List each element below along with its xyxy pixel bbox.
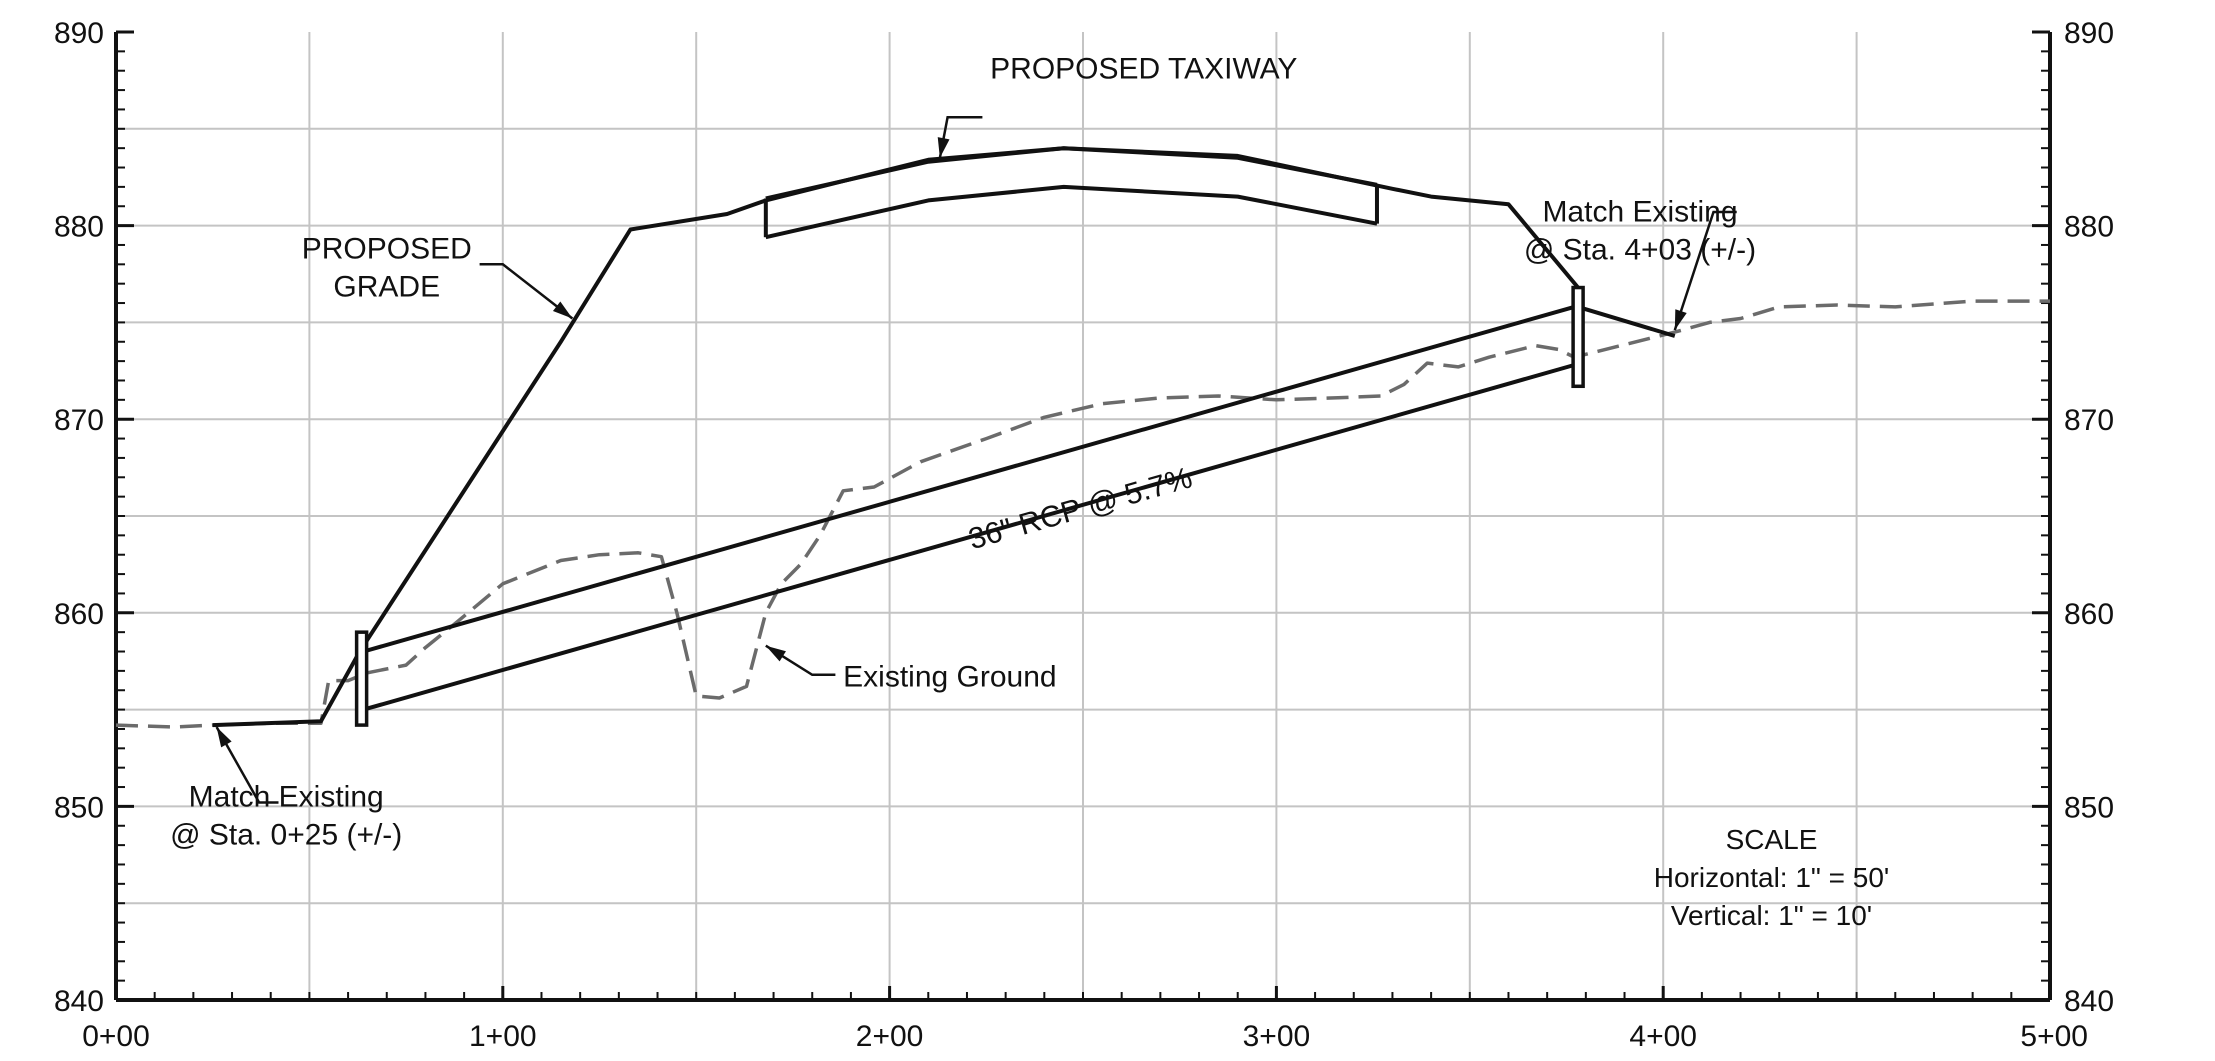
x-tick-label: 3+00 [1243, 1020, 1311, 1053]
annotation-match_right-leader [1673, 210, 1737, 331]
annotation-taxiway-text: PROPOSED TAXIWAY [990, 52, 1297, 85]
annotation-ground-arrowhead [765, 645, 786, 662]
annotation-match_left-leader [215, 726, 279, 804]
y-tick-label-right: 840 [2064, 985, 2114, 1018]
annotation-match_left-text: @ Sta. 0+25 (+/-) [170, 818, 402, 851]
x-tick-label: 2+00 [856, 1020, 924, 1053]
scale-note: SCALE Horizontal: 1" = 50' Vertical: 1" = … [1654, 824, 1890, 931]
series-pipe-invert [363, 363, 1575, 712]
headwall-right [1571, 285, 1585, 389]
scale-note-line: SCALE [1726, 824, 1818, 855]
y-tick-label-right: 880 [2064, 211, 2114, 244]
y-tick-label-left: 880 [54, 211, 104, 244]
headwall-left [354, 630, 369, 727]
annotation-match_left-text: Match Existing [189, 780, 384, 813]
scale-note-line: Vertical: 1" = 10' [1671, 900, 1872, 931]
y-tick-label-right: 890 [2064, 17, 2114, 50]
y-tick-label-left: 860 [54, 598, 104, 631]
y-tick-label-right: 870 [2064, 404, 2114, 437]
annotation-layer: PROPOSED TAXIWAY PROPOSED GRADE 36" RCP @ 5… [170, 52, 1756, 851]
x-tick-label: 4+00 [1629, 1020, 1697, 1053]
y-tick-label-left: 890 [54, 17, 104, 50]
annotation-match_right-text: @ Sta. 4+03 (+/-) [1524, 234, 1756, 267]
y-tick-label-right: 850 [2064, 791, 2114, 824]
scale-note-line: Horizontal: 1" = 50' [1654, 862, 1890, 893]
annotation-grade-arrowhead [552, 301, 573, 319]
series-taxiway-bottom [765, 184, 1378, 240]
annotation-pipe-text: 36" RCP @ 5.7% [965, 461, 1196, 556]
series-pipe-crown [363, 304, 1575, 654]
x-tick-label: 5+00 [2020, 1020, 2088, 1053]
annotation-grade-leader [479, 263, 574, 320]
annotation-grade-text: PROPOSED [302, 233, 472, 266]
y-tick-label-right: 860 [2064, 598, 2114, 631]
grid-layer [116, 32, 2050, 1000]
annotation-match_left-arrowhead [216, 727, 232, 748]
annotation-taxiway-arrowhead [937, 137, 950, 158]
x-tick-label: 0+00 [82, 1020, 150, 1053]
series-taxiway-top [765, 146, 1378, 201]
axis-layer: 840 840 850 850 860 860 870 870 880 880 890 890 0+00… [54, 17, 2114, 1053]
annotation-grade-text: GRADE [333, 271, 440, 304]
series-layer [115, 146, 2050, 729]
annotation-match_right-arrowhead [1674, 309, 1687, 331]
annotation-taxiway-leader [938, 115, 983, 159]
x-tick-label: 1+00 [469, 1020, 537, 1053]
y-tick-label-left: 850 [54, 791, 104, 824]
annotation-match_right-text: Match Existing [1542, 196, 1737, 229]
annotation-ground-text: Existing Ground [843, 660, 1056, 693]
y-tick-label-left: 870 [54, 404, 104, 437]
y-tick-label-left: 840 [54, 985, 104, 1018]
